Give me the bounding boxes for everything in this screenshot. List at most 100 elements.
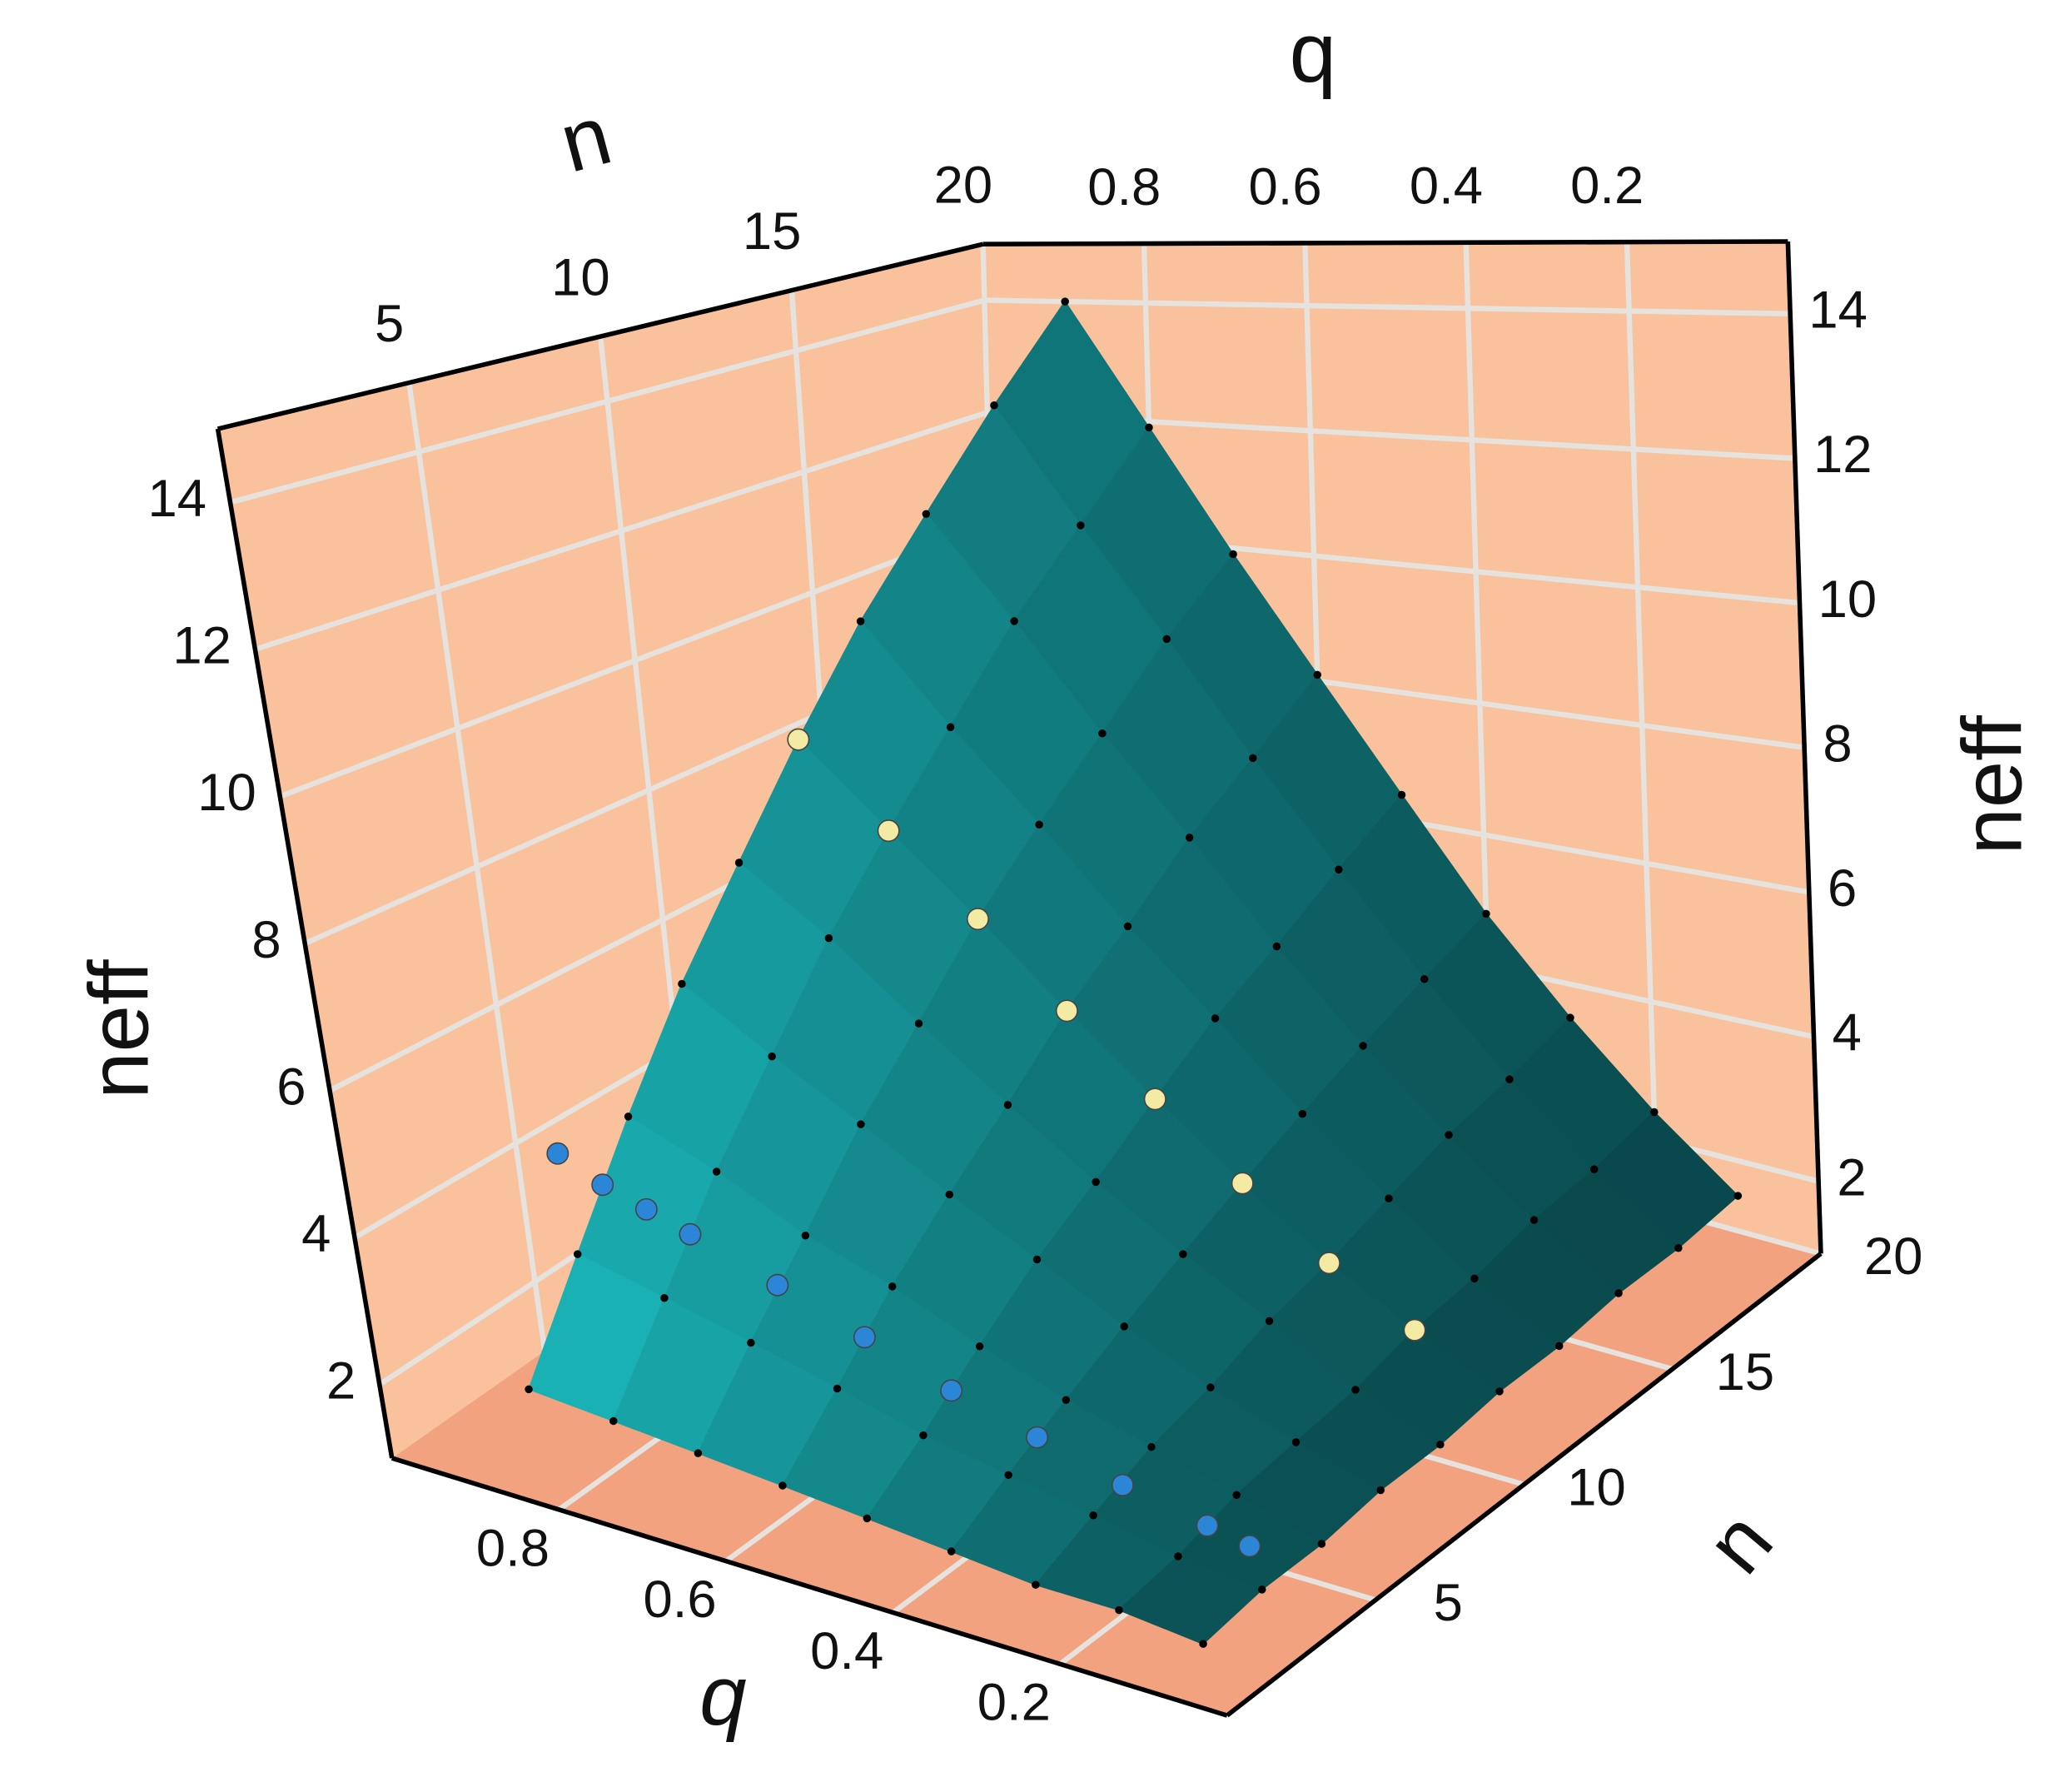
box-edge bbox=[216, 241, 984, 431]
surface-grid-dot bbox=[1211, 1014, 1220, 1023]
surface-grid-dot bbox=[1032, 1580, 1040, 1589]
neff-tick-label-right: 10 bbox=[1818, 570, 1878, 629]
surface-grid-dot bbox=[678, 979, 686, 988]
neff-tick-label-left: 6 bbox=[276, 1058, 306, 1116]
data-point bbox=[853, 1326, 876, 1349]
surface-grid-dot bbox=[609, 1416, 618, 1426]
surface-grid-dot bbox=[1351, 1386, 1360, 1394]
axis-title-neff-left: neff bbox=[72, 959, 166, 1099]
data-point bbox=[766, 1273, 789, 1297]
surface-grid-dot bbox=[712, 1167, 721, 1176]
data-point bbox=[591, 1173, 614, 1197]
n-tick-label-right: 15 bbox=[1716, 1343, 1775, 1401]
n-tick-label-top: 10 bbox=[551, 248, 610, 306]
surface-grid-dot bbox=[573, 1250, 582, 1258]
q-tick-label-bottom: 0.8 bbox=[476, 1519, 550, 1577]
box-edge bbox=[215, 428, 395, 1459]
surface-grid-dot bbox=[914, 1019, 923, 1028]
box-edges bbox=[215, 239, 1823, 1718]
box-edge bbox=[982, 239, 1788, 246]
surface-grid-dot bbox=[990, 401, 998, 410]
box-edge bbox=[390, 1456, 1228, 1718]
data-point bbox=[787, 728, 810, 751]
n-tick-label-top: 20 bbox=[934, 156, 993, 214]
surface-grid-dot bbox=[1032, 1255, 1042, 1264]
axis-title-q-top: q bbox=[1290, 6, 1336, 100]
surface-grid-dot bbox=[856, 617, 865, 625]
surface-grid-dot bbox=[833, 1384, 842, 1393]
surface-grid-dot bbox=[945, 1190, 954, 1199]
surface-grid-dot bbox=[1470, 1274, 1479, 1283]
neff-tick-label-left: 10 bbox=[197, 764, 256, 822]
surface-grid-dot bbox=[1554, 1342, 1564, 1351]
surface-grid-dot bbox=[1199, 1640, 1207, 1648]
surface-grid-dot bbox=[525, 1385, 533, 1394]
n-tick-label-right: 10 bbox=[1567, 1458, 1626, 1516]
data-point bbox=[1143, 1088, 1166, 1111]
surface-grid-dot bbox=[1589, 1165, 1599, 1173]
surface-grid-dot bbox=[1098, 729, 1107, 738]
surface-grid-dot bbox=[1298, 1109, 1307, 1118]
q-tick-label-top: 0.6 bbox=[1249, 157, 1322, 216]
data-point bbox=[877, 819, 900, 843]
neff-tick-label-left: 8 bbox=[251, 911, 281, 969]
surface-grid-dot bbox=[1147, 1442, 1156, 1451]
surface-grid-dot bbox=[1614, 1289, 1623, 1297]
data-point bbox=[546, 1142, 569, 1165]
n-tick-label-top: 15 bbox=[743, 202, 802, 261]
surface-grid-dot bbox=[947, 1547, 956, 1556]
neff-tick-label-left: 2 bbox=[326, 1352, 356, 1411]
surface-grid-dot bbox=[1229, 550, 1237, 559]
surface-grid-dot bbox=[1206, 1383, 1215, 1391]
surface-grid-dot bbox=[1061, 297, 1069, 306]
surface-grid-dot bbox=[1335, 865, 1343, 874]
axis-title-q-bottom: q bbox=[699, 1649, 746, 1743]
surface-grid-dot bbox=[1420, 975, 1429, 983]
surface-grid-dot bbox=[975, 1342, 984, 1351]
surface-grid-dot bbox=[919, 1431, 928, 1440]
surface-grid-dot bbox=[1272, 942, 1281, 951]
surface-grid-dot bbox=[1650, 1108, 1659, 1117]
q-tick-label-top: 0.2 bbox=[1570, 157, 1644, 215]
data-point bbox=[1403, 1318, 1426, 1342]
surface-grid-dot bbox=[1445, 1131, 1453, 1139]
surface-grid-dot bbox=[1004, 1471, 1012, 1480]
surface-grid-dot bbox=[922, 510, 931, 519]
surface-grid-dot bbox=[1232, 1491, 1241, 1500]
surface-grid-dot bbox=[888, 1282, 897, 1291]
data-point bbox=[1111, 1473, 1134, 1496]
neff-tick-label-right: 8 bbox=[1823, 714, 1852, 773]
q-tick-label-bottom: 0.6 bbox=[643, 1570, 716, 1629]
labels: 5 5 10 10 15 15 20 20 0.8 0.8 0.6 0.6 0.4 0.4 0.2 0.2 2 2… bbox=[147, 156, 1922, 1731]
surface-grid-dot bbox=[1010, 617, 1018, 625]
surface-grid-dot bbox=[1035, 820, 1043, 829]
neff-tick-label-left: 14 bbox=[147, 470, 206, 528]
surface-grid-dot bbox=[824, 933, 833, 943]
surface bbox=[525, 297, 1743, 1648]
surface-grid-dot bbox=[857, 1120, 865, 1128]
surface-grid-dot bbox=[1482, 909, 1490, 918]
surface-grid-dot bbox=[1174, 1552, 1182, 1561]
surface-grid-dot bbox=[1265, 1317, 1274, 1326]
surface-grid-dot bbox=[1495, 1387, 1504, 1396]
surface-grid-dot bbox=[624, 1113, 633, 1121]
surface-grid-dot bbox=[1120, 1322, 1128, 1331]
surface-grid-dot bbox=[1359, 1042, 1367, 1050]
surface-grid-dot bbox=[1436, 1441, 1445, 1449]
surface-grid-dot bbox=[747, 1338, 755, 1347]
surface-grid-dot bbox=[1089, 1511, 1097, 1520]
surface-grid-dot bbox=[778, 1481, 787, 1490]
n-tick-label-top: 5 bbox=[375, 295, 404, 353]
q-tick-label-top: 0.4 bbox=[1410, 157, 1483, 216]
surface-grid-dot bbox=[694, 1449, 703, 1457]
data-point bbox=[1317, 1252, 1340, 1275]
surface-grid-dot bbox=[1185, 834, 1194, 842]
data-point bbox=[1026, 1426, 1049, 1449]
grid-line bbox=[984, 297, 1791, 316]
data-point bbox=[1055, 999, 1078, 1023]
data-point bbox=[679, 1222, 702, 1246]
surface-grid-dot bbox=[946, 723, 955, 731]
neff-tick-label-right: 6 bbox=[1828, 859, 1857, 918]
n-tick-label-right: 20 bbox=[1864, 1227, 1923, 1286]
neff-tick-label-right: 2 bbox=[1837, 1148, 1866, 1207]
